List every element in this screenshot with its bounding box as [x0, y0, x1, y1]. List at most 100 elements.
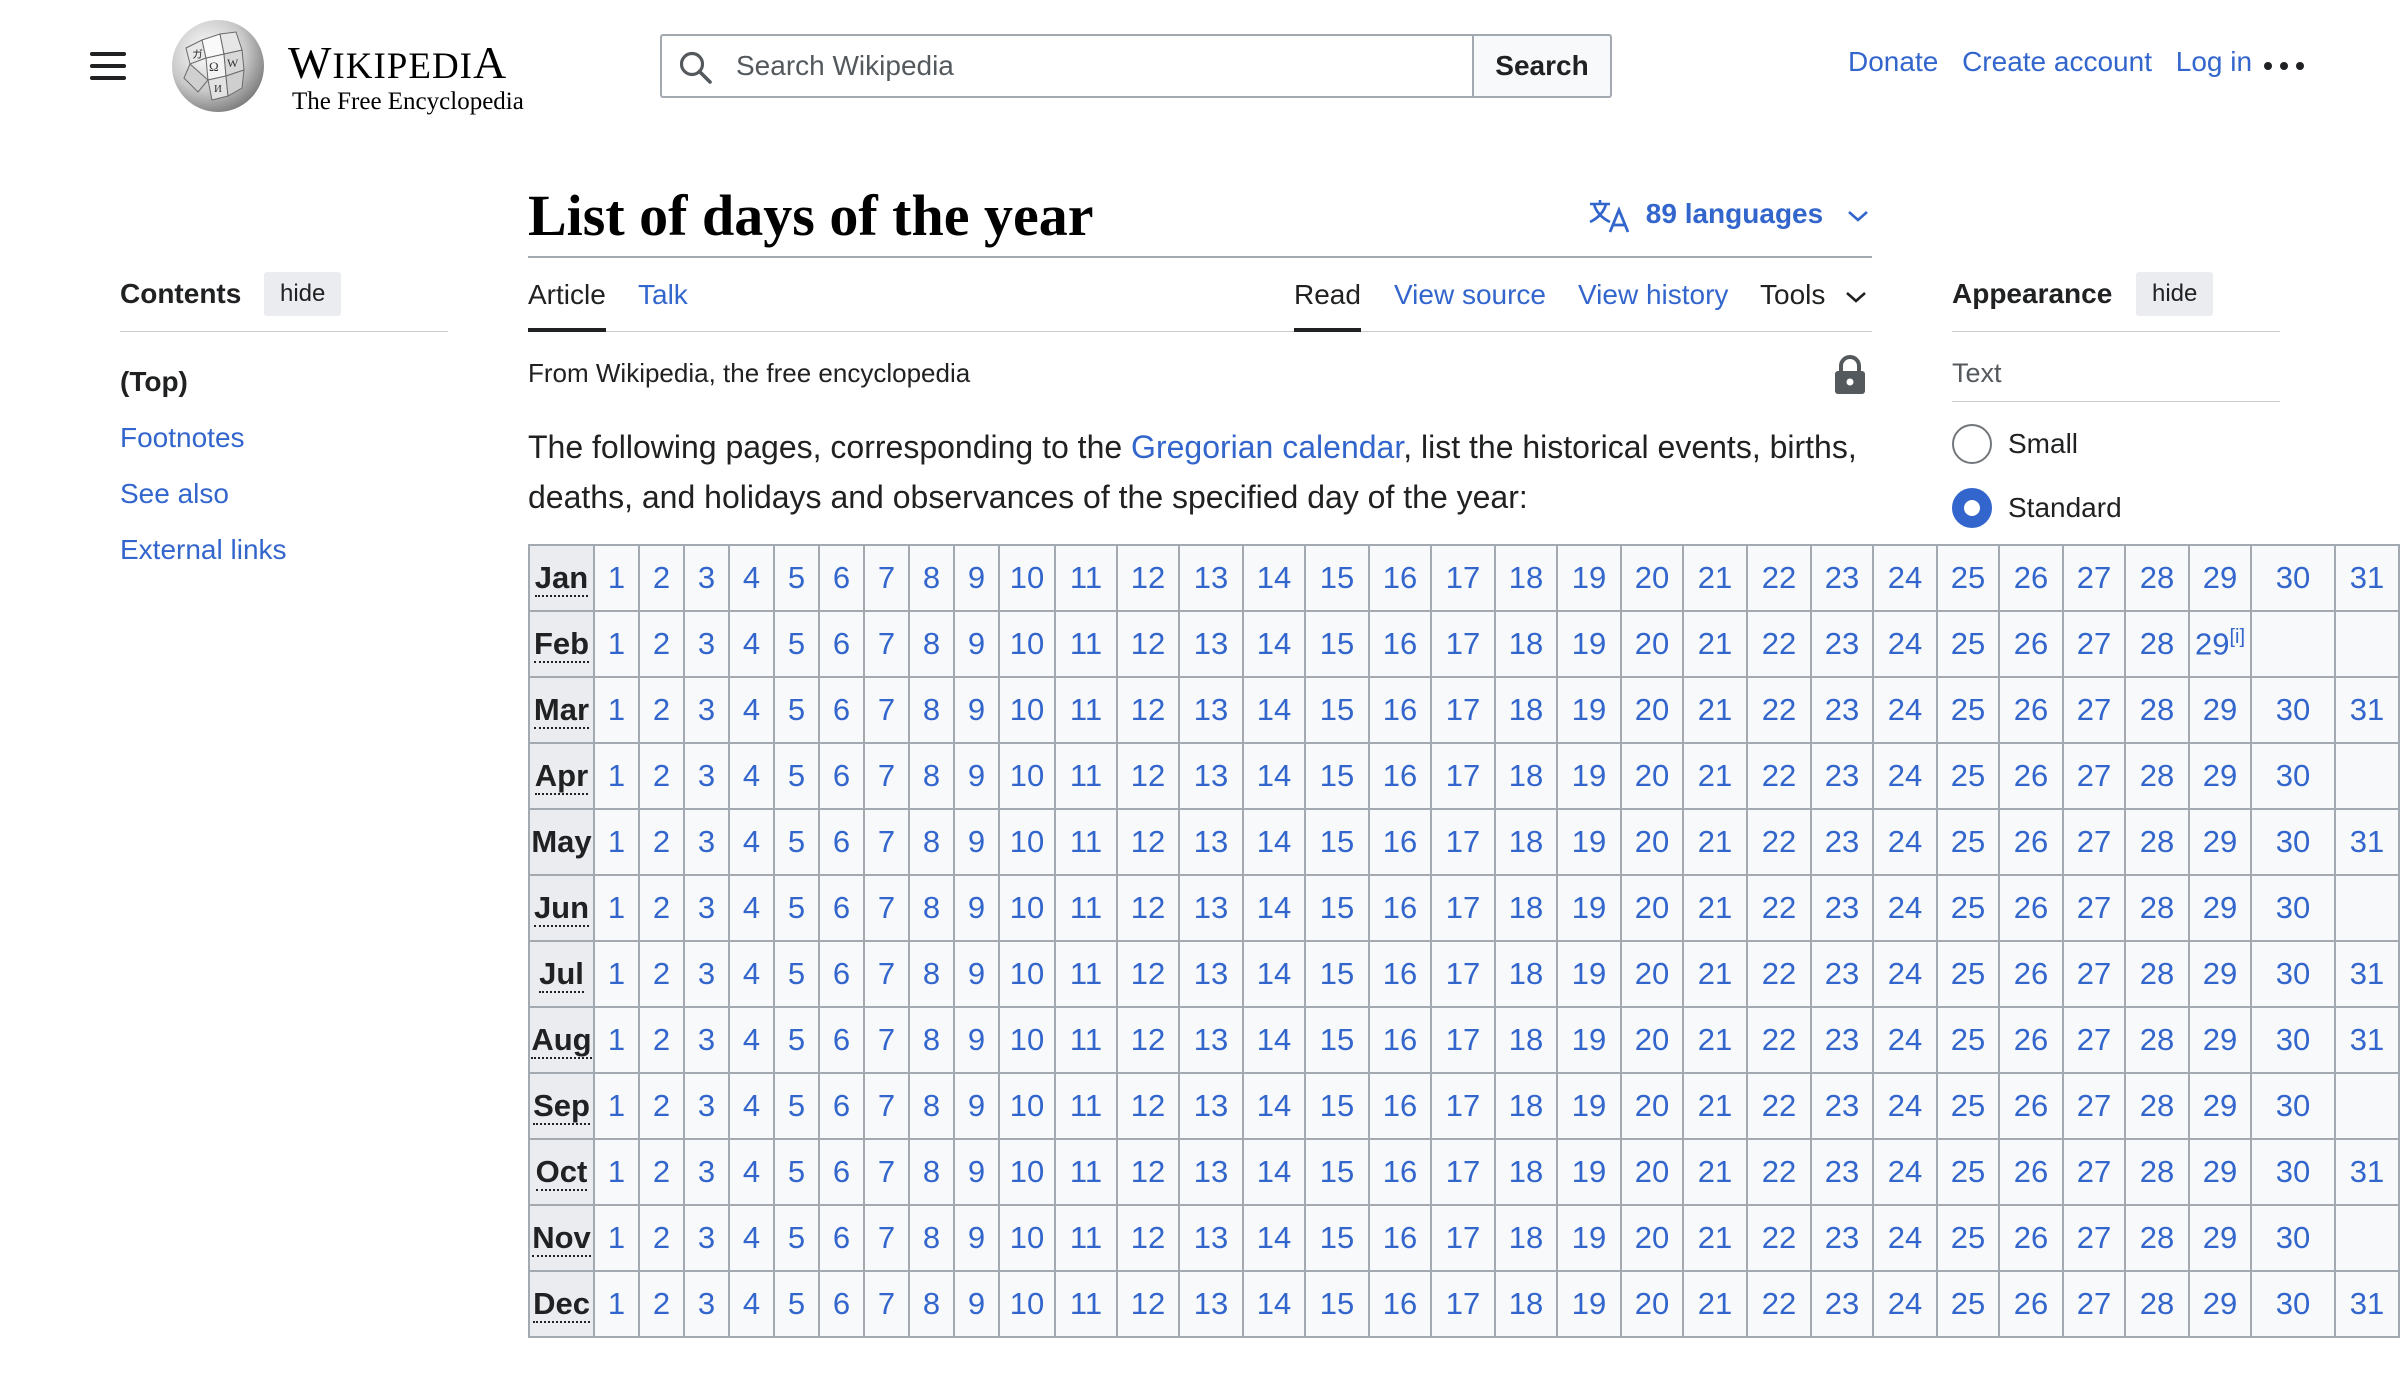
day-link[interactable]: 29	[2188, 808, 2252, 876]
day-link[interactable]: 1	[593, 808, 640, 876]
day-link[interactable]: 24	[1872, 1072, 1938, 1140]
day-link[interactable]: 7	[863, 940, 910, 1008]
day-link[interactable]: 10	[998, 1138, 1056, 1206]
day-link[interactable]: 6	[818, 1270, 865, 1338]
day-link[interactable]: 1	[593, 1072, 640, 1140]
day-link[interactable]: 25	[1936, 1204, 2000, 1272]
month-name[interactable]: Nov	[532, 1220, 591, 1257]
day-link[interactable]: 1	[593, 874, 640, 942]
day-link[interactable]: 14	[1242, 610, 1306, 678]
wikipedia-logo[interactable]: Ω W ガ И WIKIPEDIA The Free Encyclopedia	[168, 18, 540, 115]
day-link[interactable]: 4	[728, 940, 775, 1008]
day-link[interactable]: 11	[1054, 742, 1118, 810]
day-link[interactable]: 3	[683, 940, 730, 1008]
month-name[interactable]: Jul	[539, 956, 584, 993]
day-link[interactable]: 18	[1494, 742, 1558, 810]
day-link[interactable]: 23	[1810, 1204, 1874, 1272]
day-link[interactable]: 2	[638, 1204, 685, 1272]
day-link[interactable]: 28	[2124, 1204, 2190, 1272]
day-link[interactable]: 5	[773, 1270, 820, 1338]
day-link[interactable]: 1	[593, 676, 640, 744]
day-link[interactable]: 8	[908, 1270, 955, 1338]
day-link[interactable]: 13	[1178, 808, 1244, 876]
day-link[interactable]: 17	[1430, 610, 1496, 678]
month-name[interactable]: May	[531, 824, 592, 859]
day-link[interactable]: 22	[1746, 610, 1812, 678]
day-link[interactable]: 20	[1620, 1138, 1684, 1206]
day-link[interactable]: 9	[953, 544, 1000, 612]
day-link[interactable]: 21	[1682, 808, 1748, 876]
month-header-cell[interactable]: Mar	[528, 676, 595, 744]
toc-item-top[interactable]: (Top)	[120, 366, 188, 397]
day-link[interactable]: 9	[953, 1138, 1000, 1206]
text-size-small-option[interactable]: Small	[1952, 412, 2280, 476]
day-link[interactable]: 15	[1304, 1270, 1370, 1338]
day-link[interactable]: 31	[2334, 1006, 2400, 1074]
day-link[interactable]: 15	[1304, 610, 1370, 678]
day-link[interactable]: 11	[1054, 544, 1118, 612]
day-link[interactable]: 19	[1556, 544, 1622, 612]
month-header-cell[interactable]: Jun	[528, 874, 595, 942]
day-link[interactable]: 25	[1936, 544, 2000, 612]
day-link[interactable]: 26	[1998, 940, 2064, 1008]
day-link[interactable]: 11	[1054, 1006, 1118, 1074]
day-link[interactable]: 3	[683, 742, 730, 810]
day-link[interactable]: 13	[1178, 940, 1244, 1008]
day-link[interactable]: 26	[1998, 1072, 2064, 1140]
day-link[interactable]: 2	[638, 1270, 685, 1338]
day-link[interactable]: 23	[1810, 874, 1874, 942]
day-link[interactable]: 14	[1242, 1204, 1306, 1272]
day-link[interactable]: 3	[683, 1072, 730, 1140]
day-link[interactable]: 24	[1872, 1006, 1938, 1074]
day-link[interactable]: 17	[1430, 544, 1496, 612]
day-link[interactable]: 30	[2250, 1138, 2336, 1206]
day-link[interactable]: 20	[1620, 544, 1684, 612]
day-link[interactable]: 31	[2334, 676, 2400, 744]
day-link[interactable]: 10	[998, 676, 1056, 744]
day-link[interactable]: 28	[2124, 1270, 2190, 1338]
day-link[interactable]: 30	[2250, 676, 2336, 744]
day-link[interactable]: 22	[1746, 544, 1812, 612]
day-link[interactable]: 17	[1430, 1138, 1496, 1206]
day-link[interactable]: 30	[2250, 1270, 2336, 1338]
day-link[interactable]: 14	[1242, 1006, 1306, 1074]
day-link[interactable]: 3	[683, 874, 730, 942]
month-name[interactable]: Jun	[533, 890, 590, 927]
day-link[interactable]: 21	[1682, 1204, 1748, 1272]
day-link[interactable]: 29	[2188, 676, 2252, 744]
day-link[interactable]: 27	[2062, 544, 2126, 612]
day-link[interactable]: 20	[1620, 1204, 1684, 1272]
day-link[interactable]: 13	[1178, 610, 1244, 678]
day-link[interactable]: 1	[593, 1138, 640, 1206]
day-link[interactable]: 6	[818, 610, 865, 678]
month-header-cell[interactable]: Jan	[528, 544, 595, 612]
day-link[interactable]: 27	[2062, 742, 2126, 810]
day-link[interactable]: 19	[1556, 808, 1622, 876]
gregorian-calendar-link[interactable]: Gregorian calendar	[1131, 429, 1404, 465]
day-link[interactable]: 20	[1620, 676, 1684, 744]
day-link[interactable]: 7	[863, 1072, 910, 1140]
day-link[interactable]: 11	[1054, 874, 1118, 942]
day-link[interactable]: 15	[1304, 1204, 1370, 1272]
day-link[interactable]: 1	[593, 940, 640, 1008]
day-link[interactable]: 29	[2188, 544, 2252, 612]
day-link[interactable]: 21	[1682, 1138, 1748, 1206]
day-link[interactable]: 29	[2188, 742, 2252, 810]
day-link[interactable]: 17	[1430, 874, 1496, 942]
day-link[interactable]: 12	[1116, 1006, 1180, 1074]
day-link[interactable]: 18	[1494, 1204, 1558, 1272]
day-link[interactable]: 1	[593, 610, 640, 678]
day-link[interactable]: 8	[908, 1006, 955, 1074]
day-link[interactable]: 22	[1746, 1138, 1812, 1206]
day-link[interactable]: 16	[1368, 808, 1432, 876]
day-link[interactable]: 13	[1178, 874, 1244, 942]
donate-link[interactable]: Donate	[1848, 46, 1939, 77]
day-link[interactable]: 1	[593, 1204, 640, 1272]
day-link[interactable]: 19	[1556, 742, 1622, 810]
day-link[interactable]: 1	[593, 1006, 640, 1074]
day-link[interactable]: 14	[1242, 544, 1306, 612]
day-link[interactable]: 11	[1054, 1270, 1118, 1338]
radio-standard[interactable]	[1952, 488, 1992, 528]
day-link[interactable]: 6	[818, 874, 865, 942]
day-link[interactable]: 23	[1810, 1006, 1874, 1074]
